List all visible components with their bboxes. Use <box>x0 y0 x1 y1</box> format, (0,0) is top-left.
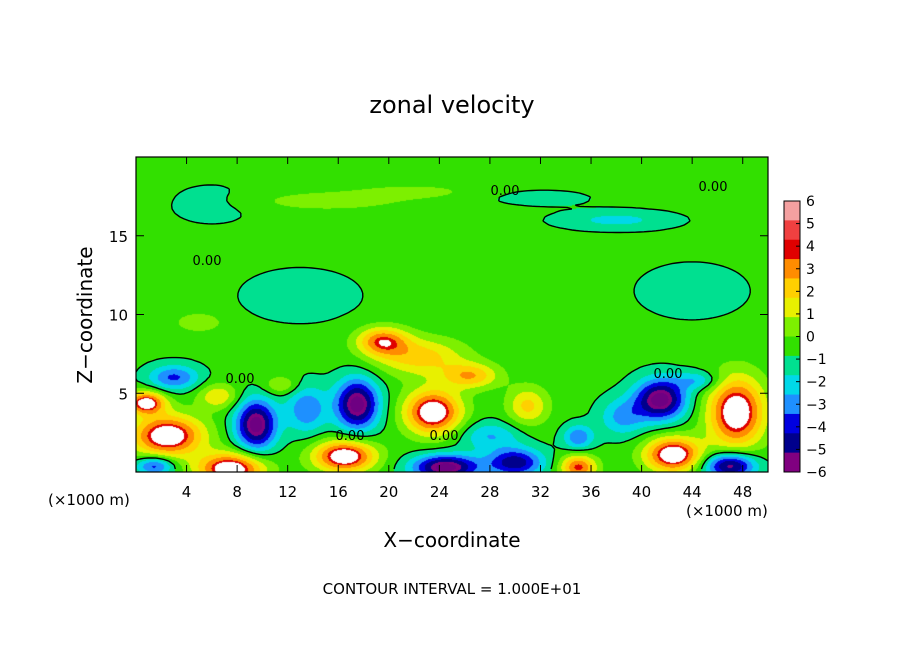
x-tick-label: 44 <box>683 483 702 501</box>
x-tick-label: 48 <box>733 483 752 501</box>
contour-label: 0.00 <box>193 254 222 269</box>
zero-contours <box>136 184 768 470</box>
colorbar-swatch <box>784 452 800 473</box>
x-tick-label: 24 <box>430 483 449 501</box>
colorbar-label: −5 <box>806 442 827 458</box>
colorbar-label: 2 <box>806 284 815 300</box>
x-unit-right: (×1000 m) <box>686 502 768 520</box>
colorbar-swatch <box>784 375 800 396</box>
colorbar-label: −6 <box>806 465 827 481</box>
colorbar-swatch <box>784 336 800 357</box>
x-tick-label: 16 <box>329 483 348 501</box>
contour-label: 0.00 <box>430 429 459 444</box>
colorbar: 6 5 4 3 2 1 0 −1 −2 −3 −4 −5 −6 <box>783 194 827 481</box>
contour-interval-note: CONTOUR INTERVAL = 1.000E+01 <box>323 580 582 598</box>
x-tick-label: 32 <box>531 483 550 501</box>
colorbar-swatch <box>784 355 800 376</box>
colorbar-label: 0 <box>806 330 815 346</box>
x-tick-label: 8 <box>232 483 242 501</box>
colorbar-swatch <box>784 220 800 241</box>
contour-label: 0.00 <box>654 367 683 382</box>
colorbar-swatch <box>784 239 800 260</box>
colorbar-swatch <box>784 297 800 318</box>
x-tick-label: 20 <box>379 483 398 501</box>
colorbar-swatch <box>784 259 800 279</box>
colorbar-label: −3 <box>806 397 827 413</box>
colorbar-swatch <box>784 394 800 415</box>
x-axis-ticks: 4 8 12 16 20 24 28 32 36 40 44 48 <box>182 157 752 501</box>
y-tick-label: 15 <box>109 228 128 246</box>
x-tick-label: 12 <box>278 483 297 501</box>
colorbar-swatch <box>784 317 800 337</box>
y-tick-label: 10 <box>109 307 128 325</box>
colorbar-label: 3 <box>806 262 815 278</box>
zero-contour-path <box>136 184 768 470</box>
y-tick-label: 5 <box>118 385 128 403</box>
contour-label: 0.00 <box>226 372 255 387</box>
contour-label: 0.00 <box>491 184 520 199</box>
colorbar-swatch <box>784 413 800 434</box>
y-axis-ticks: 5 10 15 <box>109 228 768 403</box>
chart-title: zonal velocity <box>369 91 534 119</box>
x-tick-label: 4 <box>182 483 192 501</box>
contour-label: 0.00 <box>699 180 728 195</box>
x-tick-label: 40 <box>632 483 651 501</box>
x-tick-label: 36 <box>581 483 600 501</box>
x-axis-label: X−coordinate <box>383 528 520 552</box>
colorbar-label: −4 <box>806 420 827 436</box>
contour-labels: 0.00 0.00 0.00 0.00 0.00 0.00 0.00 <box>193 180 728 444</box>
x-unit-left: (×1000 m) <box>48 491 130 509</box>
colorbar-label: −1 <box>806 352 827 368</box>
plot-area: 0.00 0.00 0.00 0.00 0.00 0.00 0.00 <box>136 157 768 472</box>
colorbar-label: 5 <box>806 217 815 233</box>
colorbar-swatch <box>784 433 800 454</box>
colorbar-label: 1 <box>806 307 815 323</box>
colorbar-swatch <box>784 278 800 299</box>
colorbar-label: −2 <box>806 375 827 391</box>
y-axis-label: Z−coordinate <box>73 246 97 383</box>
colorbar-swatch <box>784 201 800 221</box>
colorbar-label: 4 <box>806 239 815 255</box>
velocity-field <box>136 157 768 472</box>
x-tick-label: 28 <box>480 483 499 501</box>
colorbar-label: 6 <box>806 194 815 210</box>
contour-label: 0.00 <box>336 429 365 444</box>
